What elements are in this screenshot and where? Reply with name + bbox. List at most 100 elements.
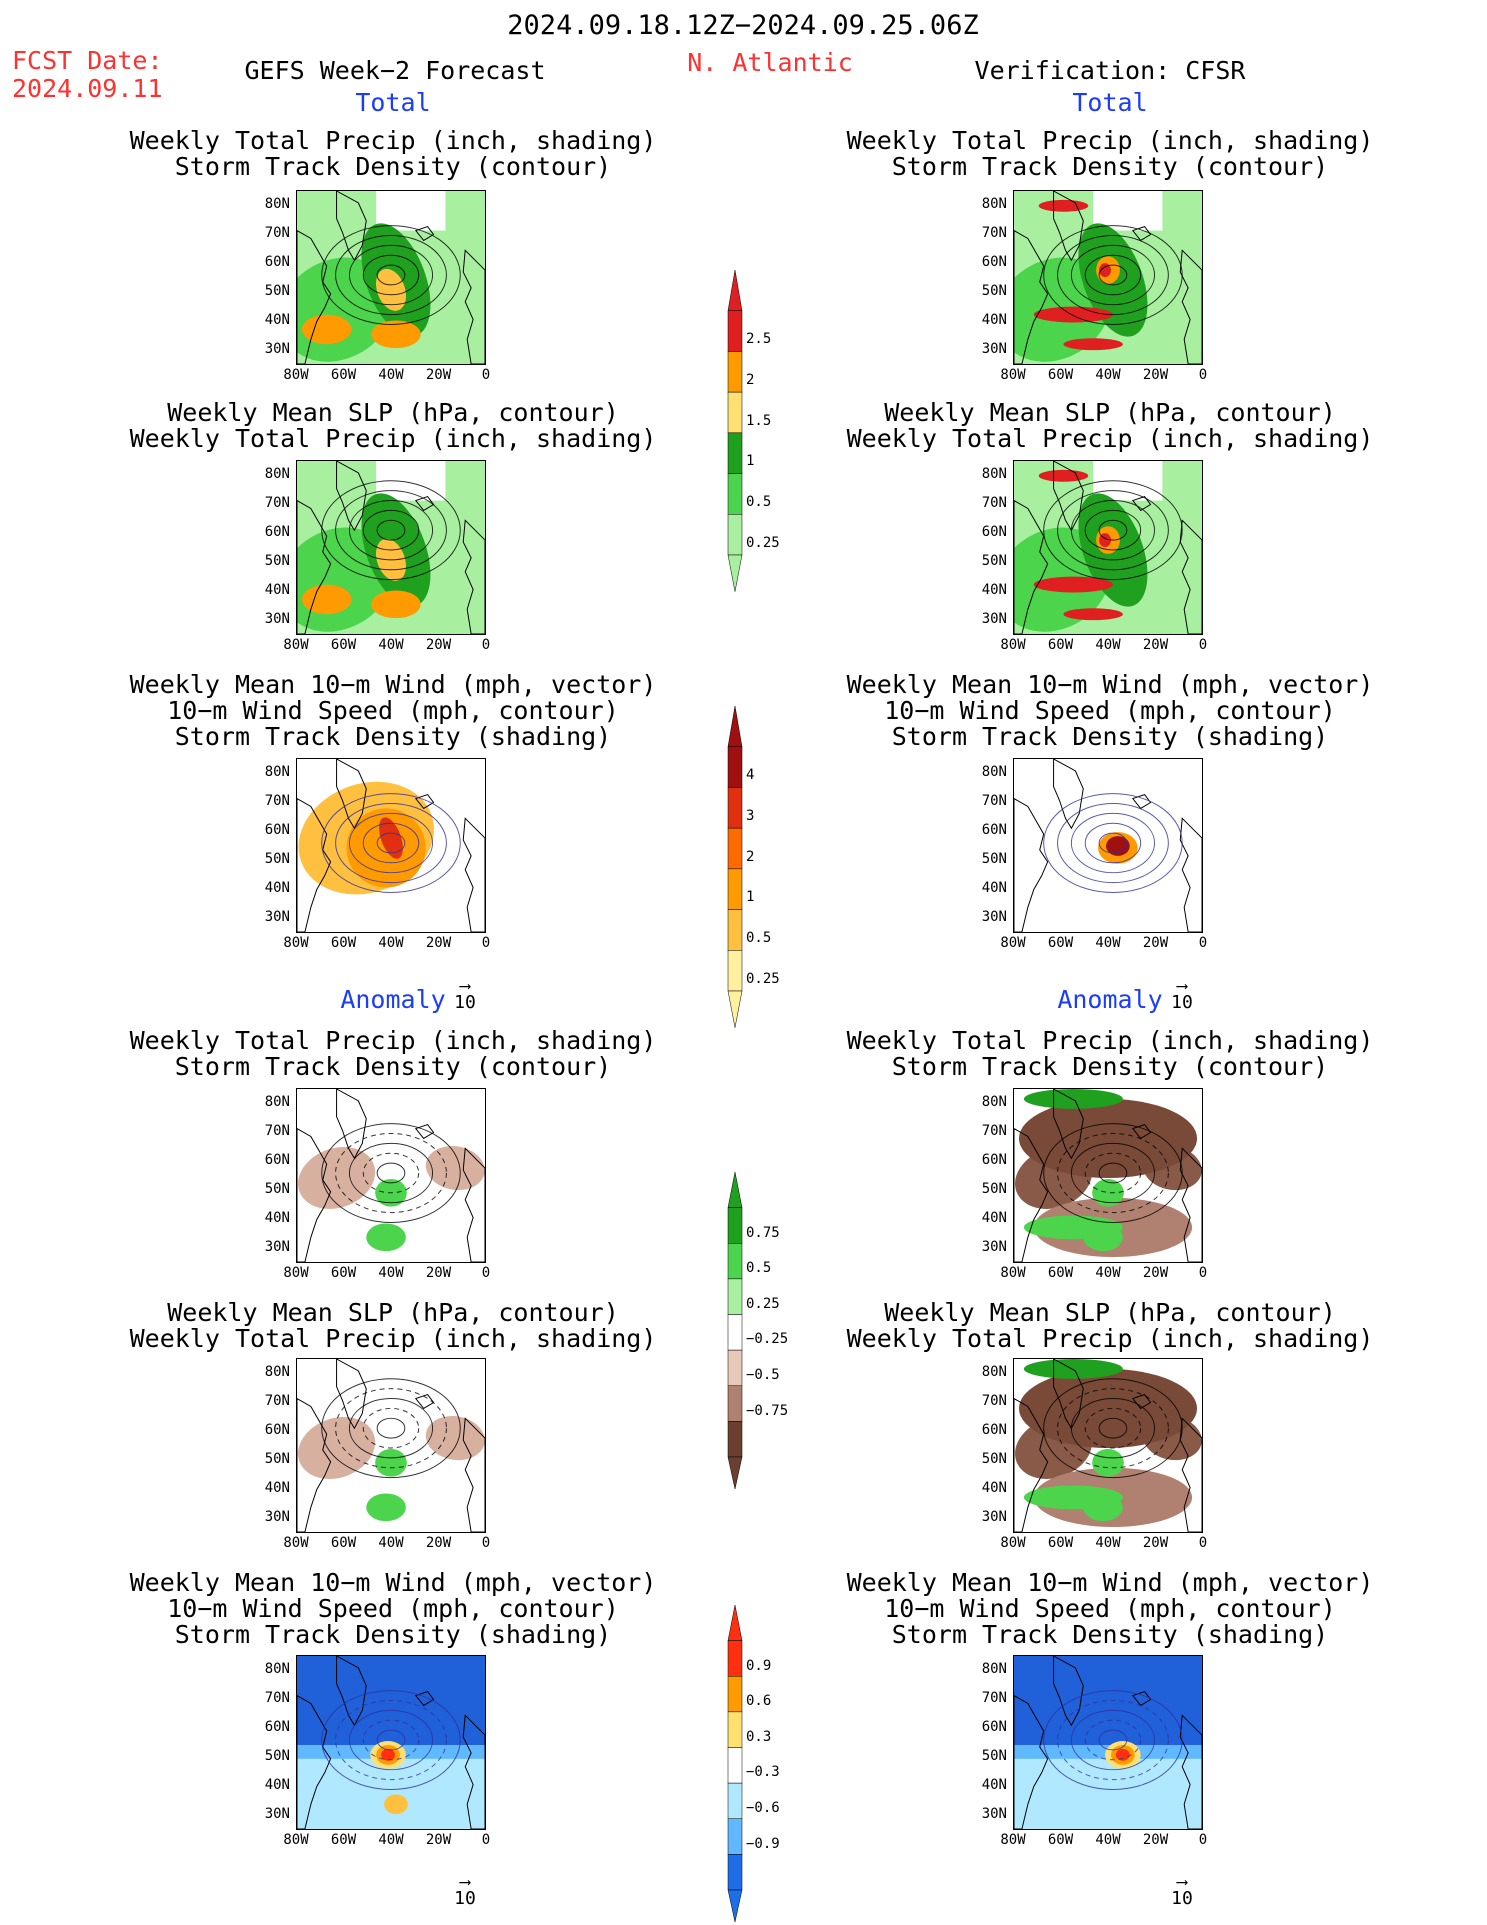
lat-tick-label: 50N [981,1451,1007,1467]
lon-tick-label: 40W [1095,935,1121,951]
map-field [297,1089,485,1262]
lon-tick-label: 0 [481,1535,491,1551]
lon-tick-label: 20W [1142,1265,1169,1281]
lon-tick-label: 80W [1000,637,1026,653]
lat-tick-label: 50N [981,851,1007,867]
colorbar-label: 0.25 [746,1295,780,1312]
lon-tick-label: 0 [1198,637,1208,653]
panel-title: Weekly Mean SLP (hPa, contour) Weekly Tot… [130,1300,657,1352]
lat-tick-label: 50N [264,851,290,867]
panel-title-line: Weekly Total Precip (inch, shading) [846,1324,1374,1353]
panel-title-line: Weekly Mean SLP (hPa, contour) [884,398,1336,427]
lat-tick-label: 30N [981,909,1007,925]
lon-tick-label: 20W [1142,637,1169,653]
lon-tick-label: 80W [283,637,309,653]
lon-tick-label: 40W [1095,1265,1121,1281]
colorbar-swatch [727,1782,743,1819]
lat-tick-label: 40N [981,1210,1007,1226]
lon-tick-label: 0 [1198,1535,1208,1551]
lat-tick-label: 30N [264,611,290,627]
page-title: 2024.09.18.12Z−2024.09.25.06Z [507,10,979,41]
panel-title-line: 10−m Wind Speed (mph, contour) [167,696,619,725]
map-field [1014,461,1202,634]
map-field [297,759,485,932]
colorbar-swatch [727,909,743,951]
colorbar-label: 0.75 [746,1224,780,1241]
lat-tick-label: 30N [264,1509,290,1525]
lat-tick-label: 30N [981,611,1007,627]
lon-tick-label: 20W [425,637,452,653]
map-panel-fcst-slp-anom [296,1358,486,1533]
colorbar-label: 0.6 [746,1693,772,1710]
panel-title: Weekly Mean SLP (hPa, contour) Weekly Tot… [130,400,657,452]
lon-tick-label: 0 [481,935,491,951]
map-field [1014,1089,1202,1262]
colorbar-swatch [727,391,743,434]
panel-title-line: Storm Track Density (shading) [891,1620,1329,1649]
colorbar-track_total [727,705,743,1028]
colorbar-label: 0.5 [746,930,772,947]
lat-tick-label: 60N [264,524,290,540]
lat-tick-label: 80N [264,466,290,482]
panel-title: Weekly Mean 10−m Wind (mph, vector) 10−m … [130,672,657,750]
colorbar-bottom-cap [727,554,743,592]
lon-tick-label: 0 [1198,1832,1208,1848]
colorbar-label: 1.5 [746,412,772,429]
panel-title-line: Weekly Total Precip (inch, shading) [129,424,657,453]
map-panel-cfsr-slp-anom [1013,1358,1203,1533]
vector-arrow-icon: ⟶ [460,1872,470,1891]
panel-title: Weekly Total Precip (inch, shading) Storm… [847,1028,1374,1080]
lon-tick-label: 80W [1000,935,1026,951]
lat-tick-label: 70N [264,1393,290,1409]
map-field [1014,1359,1202,1532]
lat-tick-label: 60N [981,1422,1007,1438]
lat-tick-label: 70N [264,793,290,809]
vector-reference-value: 10 [454,1888,476,1909]
panel-title-line: Storm Track Density (contour) [174,152,612,181]
colorbar-swatch [727,1314,743,1351]
map-panel-cfsr-wind-anom [1013,1655,1203,1830]
colorbar-swatch [727,1854,743,1891]
lat-tick-label: 40N [981,1480,1007,1496]
lat-tick-label: 70N [264,1123,290,1139]
map-panel-cfsr-slp-total [1013,460,1203,635]
lon-tick-label: 40W [1095,1535,1121,1551]
lat-tick-label: 60N [981,1152,1007,1168]
colorbar-label: 4 [746,767,755,784]
colorbar-precip_total [727,269,743,592]
lon-tick-label: 20W [425,935,452,951]
map-field [1014,1656,1202,1829]
colorbar-swatch [727,787,743,829]
lat-tick-label: 40N [981,582,1007,598]
panel-title-line: Storm Track Density (contour) [891,1052,1329,1081]
map-panel-cfsr-wind-total [1013,758,1203,933]
colorbar-label: −0.25 [746,1331,789,1348]
lat-tick-label: 80N [264,764,290,780]
colorbar-track_anom [727,1604,743,1923]
map-panel-cfsr-precip-anom [1013,1088,1203,1263]
forecast-heading: GEFS Week−2 Forecast [244,56,546,85]
lon-tick-label: 20W [1142,1832,1169,1848]
lon-tick-label: 20W [425,1832,452,1848]
colorbar-swatch [727,432,743,474]
vector-reference-value: 10 [1171,1888,1193,1909]
panel-title-line: Weekly Mean 10−m Wind (mph, vector) [129,670,657,699]
colorbar-swatch [727,868,743,910]
colorbar-swatch [727,827,743,870]
lon-tick-label: 60W [1047,1265,1074,1281]
lon-tick-label: 40W [1095,1832,1121,1848]
lat-tick-label: 70N [264,495,290,511]
lon-tick-label: 40W [378,1535,404,1551]
map-field [297,1656,485,1829]
colorbar-swatch [727,746,743,788]
lat-tick-label: 50N [981,1748,1007,1764]
lon-tick-label: 0 [1198,367,1208,383]
panel-title-line: Weekly Total Precip (inch, shading) [129,1026,657,1055]
colorbar-swatch [727,1207,743,1244]
lat-tick-label: 60N [981,254,1007,270]
lat-tick-label: 70N [981,1393,1007,1409]
panel-title-line: 10−m Wind Speed (mph, contour) [884,696,1336,725]
panel-title-line: Weekly Total Precip (inch, shading) [846,424,1374,453]
colorbar-swatch [727,1640,743,1677]
lon-tick-label: 40W [1095,367,1121,383]
